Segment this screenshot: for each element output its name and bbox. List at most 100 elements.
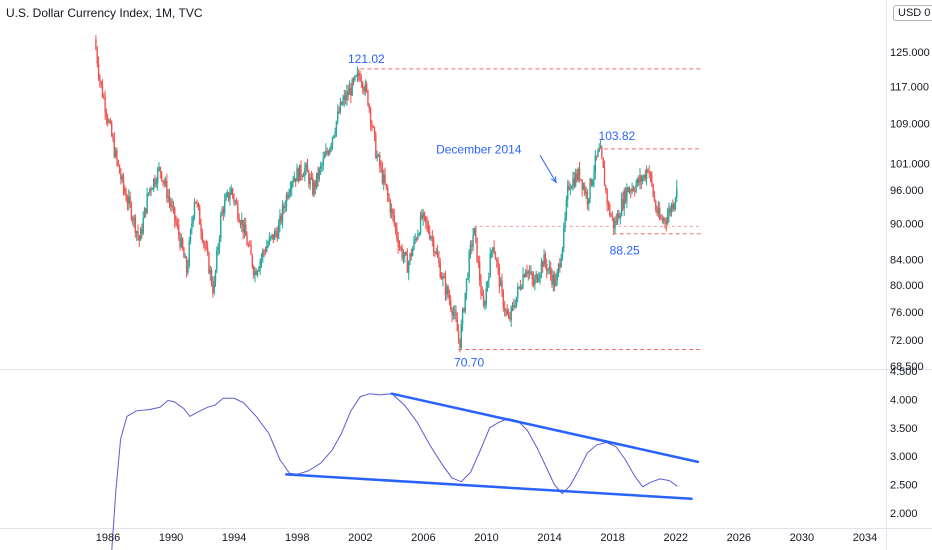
candle-body-294: [481, 293, 483, 296]
candle-body-420: [647, 169, 649, 173]
candle-body-250: [423, 212, 426, 217]
candle-body-390: [607, 204, 610, 206]
candle-body-353: [559, 264, 561, 268]
time-tick-label-8: 2018: [600, 532, 624, 544]
candle-body-181: [333, 135, 335, 138]
candle-body-150: [292, 181, 294, 183]
candle-body-368: [578, 168, 581, 180]
candle-body-422: [649, 172, 652, 175]
candle-body-67: [183, 249, 185, 258]
candle-body-123: [256, 271, 259, 275]
candle-body-204: [363, 89, 365, 92]
candle-body-205: [364, 83, 367, 92]
candle-body-313: [506, 310, 508, 315]
candle-body-105: [233, 195, 235, 202]
candle-body-125: [259, 260, 261, 269]
price-tick-label-4: 96.000: [890, 185, 924, 197]
candle-body-264: [442, 276, 444, 280]
indicator-axis[interactable]: 4.500 4.000 3.500 3.000 2.500 2.000: [890, 366, 918, 520]
currency-selector[interactable]: USD 0: [893, 5, 932, 21]
candle-body-34: [139, 229, 142, 241]
candle-body-120: [252, 266, 255, 275]
price-label-70.70: 70.70: [454, 355, 484, 369]
price-axis[interactable]: 125.000 117.000 109.000 101.000 96.000 90.000…: [890, 47, 930, 373]
candle-body-267: [446, 286, 448, 295]
candle-body-65: [180, 238, 183, 248]
candle-body-42: [150, 188, 152, 190]
candle-body-227: [393, 215, 395, 224]
candle-body-122: [255, 270, 257, 275]
candle-body-289: [475, 228, 477, 238]
candle-body-180: [331, 137, 334, 145]
candle-body-407: [630, 190, 632, 192]
candle-body-388: [605, 185, 607, 190]
candle-body-118: [250, 245, 252, 255]
candle-body-53: [164, 180, 167, 184]
candle-body-386: [602, 157, 604, 168]
candle-body-392: [610, 215, 612, 217]
candle-body-398: [618, 213, 620, 219]
candle-body-401: [622, 199, 624, 209]
candle-body-412: [636, 178, 639, 185]
indicator-tick-label-0: 4.500: [890, 366, 918, 378]
candle-body-162: [308, 172, 310, 185]
candle-body-409: [632, 188, 635, 191]
candle-body-95: [220, 215, 222, 238]
candle-body-293: [480, 280, 482, 294]
candle-body-254: [429, 232, 431, 239]
candle-body-363: [572, 178, 574, 188]
candle-body-69: [185, 257, 188, 273]
candle-body-229: [396, 228, 398, 238]
candle-body-48: [158, 167, 160, 170]
candle-body-112: [242, 220, 244, 233]
candle-body-234: [402, 256, 405, 258]
candle-body-134: [271, 234, 273, 237]
candle-body-186: [339, 101, 342, 113]
candle-body-79: [199, 207, 201, 225]
candle-body-367: [577, 168, 579, 181]
candle-body-335: [535, 274, 537, 279]
candle-body-274: [455, 311, 457, 321]
candle-body-155: [298, 164, 301, 182]
candle-body-380: [594, 155, 597, 173]
candle-body-131: [267, 243, 269, 247]
price-label-103.82: 103.82: [599, 129, 636, 143]
candle-body-194: [350, 88, 352, 96]
candle-body-349: [553, 274, 556, 287]
candle-body-101: [227, 192, 230, 200]
candle-body-114: [245, 224, 247, 237]
candle-body-23: [125, 193, 127, 201]
candles: [95, 35, 678, 353]
candle-body-81: [201, 232, 204, 242]
time-axis[interactable]: 1986 1990 1994 1998 2002 2006 2010 2014 2018 2022…: [96, 532, 877, 544]
candle-body-51: [162, 180, 164, 182]
candle-body-85: [206, 247, 209, 254]
candle-body-160: [305, 164, 307, 168]
candle-body-345: [548, 267, 551, 270]
candle-body-46: [155, 183, 158, 185]
candle-body-319: [514, 306, 516, 308]
candle-body-340: [542, 261, 544, 267]
candle-body-30: [134, 216, 137, 234]
candle-body-263: [440, 277, 443, 280]
candle-body-370: [581, 179, 583, 190]
candle-body-47: [156, 169, 159, 184]
candle-body-298: [486, 281, 489, 289]
candle-body-423: [651, 174, 653, 185]
candle-body-26: [129, 196, 131, 204]
candle-body-309: [501, 280, 503, 291]
candle-body-5: [101, 84, 104, 97]
time-tick-label-2: 1994: [222, 532, 246, 544]
candle-body-97: [222, 209, 225, 214]
price-tick-label-7: 80.000: [890, 280, 924, 292]
candle-body-285: [469, 244, 472, 253]
price-tick-label-10: 68.500: [890, 361, 924, 373]
annotation-arrow-head: [550, 176, 557, 184]
candle-body-253: [427, 224, 430, 233]
candle-body-439: [672, 204, 674, 210]
candle-body-421: [648, 172, 650, 174]
candle-body-157: [301, 175, 303, 177]
candle-body-62: [176, 223, 179, 226]
candle-body-382: [597, 151, 599, 157]
